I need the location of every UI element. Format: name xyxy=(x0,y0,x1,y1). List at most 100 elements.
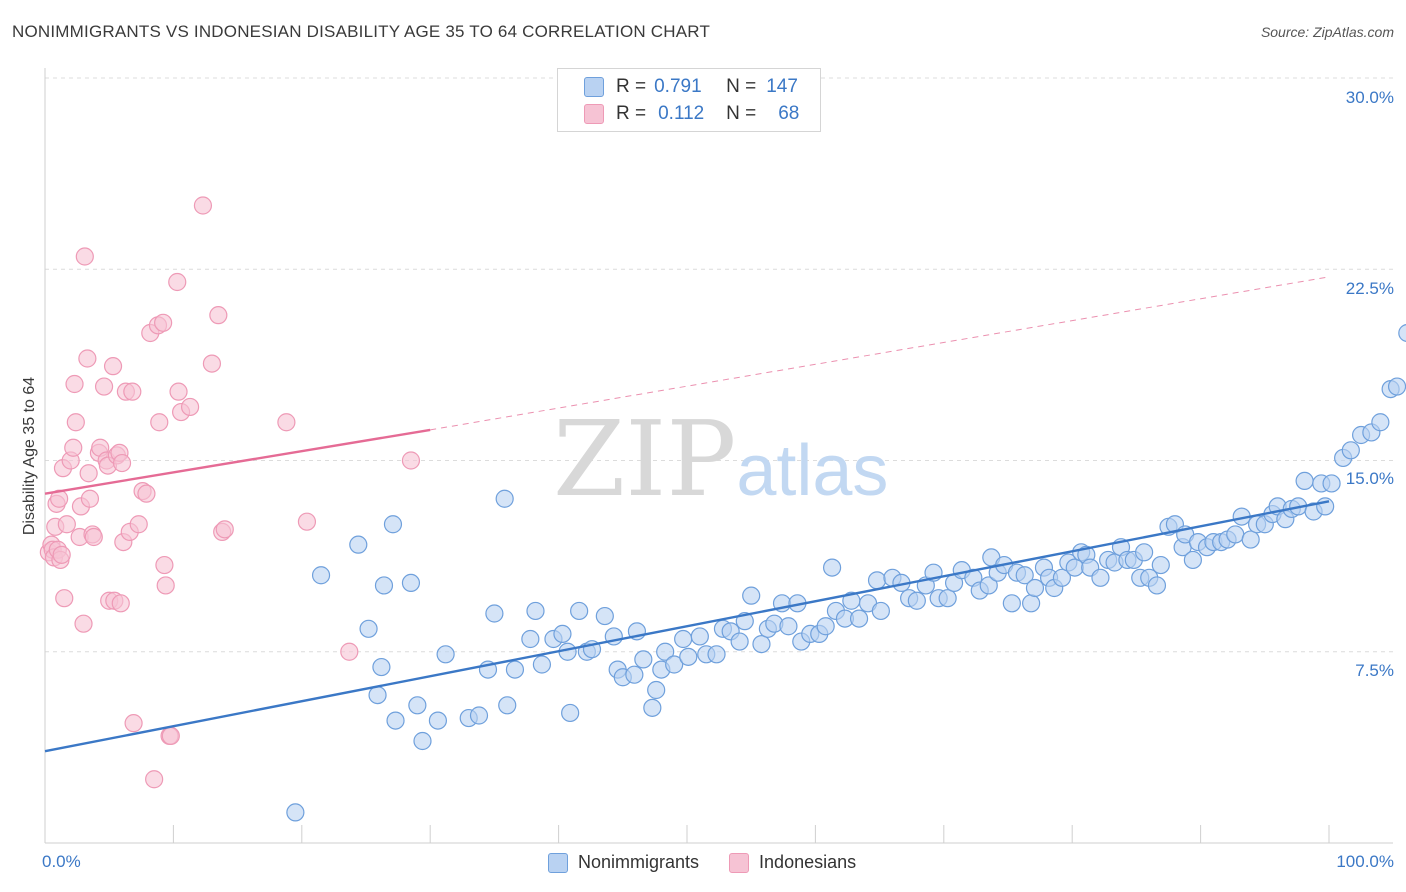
nonimmigrants-point xyxy=(707,645,726,664)
nonimmigrants-point xyxy=(1295,471,1314,490)
indonesians-point xyxy=(66,413,85,432)
nonimmigrants-point xyxy=(730,632,749,651)
legend-n-label: N = xyxy=(726,76,757,97)
indonesians-point xyxy=(129,515,148,534)
nonimmigrants-point xyxy=(742,586,761,605)
nonimmigrants-point xyxy=(1241,530,1260,549)
legend-swatch-pink xyxy=(584,104,604,124)
indonesians-point xyxy=(168,272,187,292)
nonimmigrants-point xyxy=(665,655,684,674)
bottom-legend-indonesians: Indonesians xyxy=(759,852,857,872)
nonimmigrants-point xyxy=(871,601,890,621)
nonimmigrants-point xyxy=(779,617,798,636)
indonesians-trend-extension xyxy=(430,276,1330,431)
indonesians-point xyxy=(52,545,71,564)
nonimmigrants-point xyxy=(1316,497,1335,516)
indonesians-point xyxy=(155,555,174,575)
nonimmigrants-point xyxy=(643,698,662,717)
nonimmigrants-point xyxy=(1387,377,1406,396)
indonesians-point xyxy=(202,354,222,373)
nonimmigrants-point xyxy=(498,696,517,715)
nonimmigrants-point xyxy=(822,558,842,577)
nonimmigrants-point xyxy=(634,650,653,669)
nonimmigrants-point xyxy=(625,665,644,684)
indonesians-point xyxy=(150,413,169,432)
x-tick-label-max: 100.0% xyxy=(1336,852,1394,871)
nonimmigrants-point xyxy=(505,660,525,679)
axes xyxy=(44,68,1393,844)
legend: R = 0.791 N = 147 R = 0.112 N = 68 xyxy=(557,68,821,132)
indonesians-point xyxy=(78,349,97,368)
nonimmigrants-point xyxy=(1025,578,1045,598)
nonimmigrants-point xyxy=(428,711,448,730)
nonimmigrants-point xyxy=(532,655,552,674)
indonesians-point xyxy=(94,377,114,396)
nonimmigrants-point xyxy=(816,617,835,636)
nonimmigrants-point xyxy=(690,627,709,646)
legend-n-value: 147 xyxy=(766,76,798,97)
source-label: Source: ZipAtlas.com xyxy=(1260,24,1394,40)
nonimmigrants-point xyxy=(359,619,378,638)
indonesians-point xyxy=(169,382,188,401)
indonesians-point xyxy=(123,382,142,401)
nonimmigrants-point xyxy=(1135,543,1154,562)
indonesians-point xyxy=(80,489,100,508)
nonimmigrants-point xyxy=(372,657,391,677)
nonimmigrants-point xyxy=(485,604,504,623)
bottom-legend-swatch-blue xyxy=(548,852,568,873)
legend-r-label: R = xyxy=(616,103,647,124)
indonesians-point xyxy=(154,313,173,332)
legend-n-label: N = xyxy=(726,103,757,124)
nonimmigrants-point xyxy=(849,609,869,628)
nonimmigrants-point xyxy=(553,624,572,644)
legend-r-label: R = xyxy=(616,76,647,97)
indonesians-trend-line xyxy=(44,428,431,495)
nonimmigrants-point xyxy=(368,685,387,705)
indonesians-point xyxy=(145,770,164,789)
nonimmigrants-point xyxy=(386,711,405,730)
nonimmigrants-point xyxy=(570,601,589,621)
indonesians-point xyxy=(277,413,296,432)
indonesians-point xyxy=(215,520,234,539)
legend-row-indonesians: R = 0.112 N = 68 xyxy=(558,100,799,128)
indonesians-point xyxy=(84,527,103,547)
nonimmigrants-point xyxy=(408,696,427,715)
nonimmigrants-point xyxy=(495,489,514,508)
indonesians-point xyxy=(55,589,74,608)
watermark-atlas: atlas xyxy=(736,431,889,511)
legend-n-value: 68 xyxy=(778,103,800,124)
nonimmigrants-point xyxy=(938,589,957,608)
nonimmigrants-point xyxy=(595,606,614,626)
nonimmigrants-point xyxy=(1052,568,1072,587)
nonimmigrants-point xyxy=(752,634,771,654)
data-points xyxy=(39,196,1406,822)
legend-r-value: 0.112 xyxy=(658,103,705,124)
indonesians-point xyxy=(137,484,156,503)
x-tick-label-min: 0.0% xyxy=(42,852,81,871)
indonesians-point xyxy=(156,576,175,595)
indonesians-point xyxy=(103,357,123,376)
nonimmigrants-point xyxy=(867,571,887,590)
indonesians-point xyxy=(65,374,84,394)
nonimmigrants-point xyxy=(1183,550,1202,570)
nonimmigrants-point xyxy=(401,573,421,593)
nonimmigrants-point xyxy=(436,645,455,664)
nonimmigrants-point xyxy=(1322,474,1341,493)
nonimmigrants-point xyxy=(374,576,394,595)
indonesians-point xyxy=(57,515,76,534)
nonimmigrants-point xyxy=(1398,323,1406,343)
indonesians-point xyxy=(124,714,143,733)
nonimmigrants-point xyxy=(413,731,432,751)
indonesians-point xyxy=(75,247,94,266)
bottom-legend-swatch-pink xyxy=(729,852,750,873)
legend-r-value: 0.791 xyxy=(654,76,702,97)
indonesians-point xyxy=(340,642,359,661)
legend-row-nonimmigrants: R = 0.791 N = 147 xyxy=(558,73,798,101)
nonimmigrants-point xyxy=(656,642,675,661)
y-tick-label: 15.0% xyxy=(1345,469,1394,488)
nonimmigrants-point xyxy=(349,535,368,554)
watermark: ZIPatlas xyxy=(553,398,888,520)
nonimmigrants-point xyxy=(647,680,666,700)
nonimmigrants-point xyxy=(383,515,403,534)
